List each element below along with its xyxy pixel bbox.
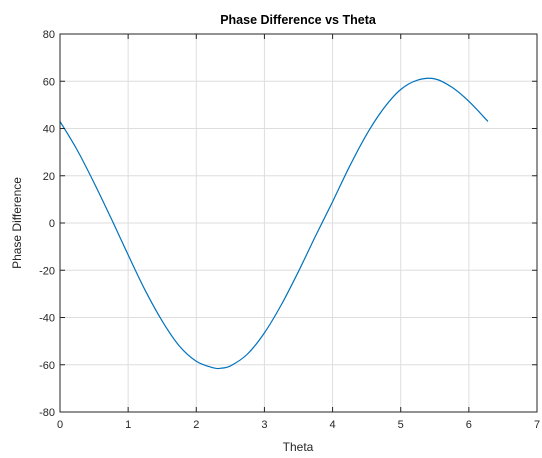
x-tick-label: 2 [193, 419, 199, 431]
y-axis-title: Phase Difference [10, 177, 24, 269]
x-tick-label: 0 [57, 419, 63, 431]
y-tick-label: -60 [39, 360, 55, 372]
tick-labels: 0 1 2 3 4 5 6 7 -80 -60 -40 -20 0 20 40 60 80 [39, 29, 540, 431]
y-tick-label: -20 [39, 265, 55, 277]
x-tick-label: 1 [125, 419, 131, 431]
y-tick-label: 80 [43, 29, 55, 41]
x-tick-label: 6 [466, 419, 472, 431]
series-line [59, 77, 489, 370]
x-tick-label: 7 [534, 419, 540, 431]
x-axis-title: Theta [283, 440, 314, 454]
y-tick-label: -40 [39, 313, 55, 325]
y-tick-label: 60 [43, 76, 55, 88]
y-tick-label: 0 [49, 218, 55, 230]
x-tick-label: 5 [398, 419, 404, 431]
axes [59, 33, 538, 413]
x-tick-label: 3 [261, 419, 267, 431]
x-tick-label: 4 [330, 419, 336, 431]
series-layer [59, 77, 489, 370]
y-tick-label: 40 [43, 124, 55, 136]
chart-title: Phase Difference vs Theta [220, 13, 377, 27]
y-tick-label: 20 [43, 171, 55, 183]
y-tick-label: -80 [39, 407, 55, 419]
